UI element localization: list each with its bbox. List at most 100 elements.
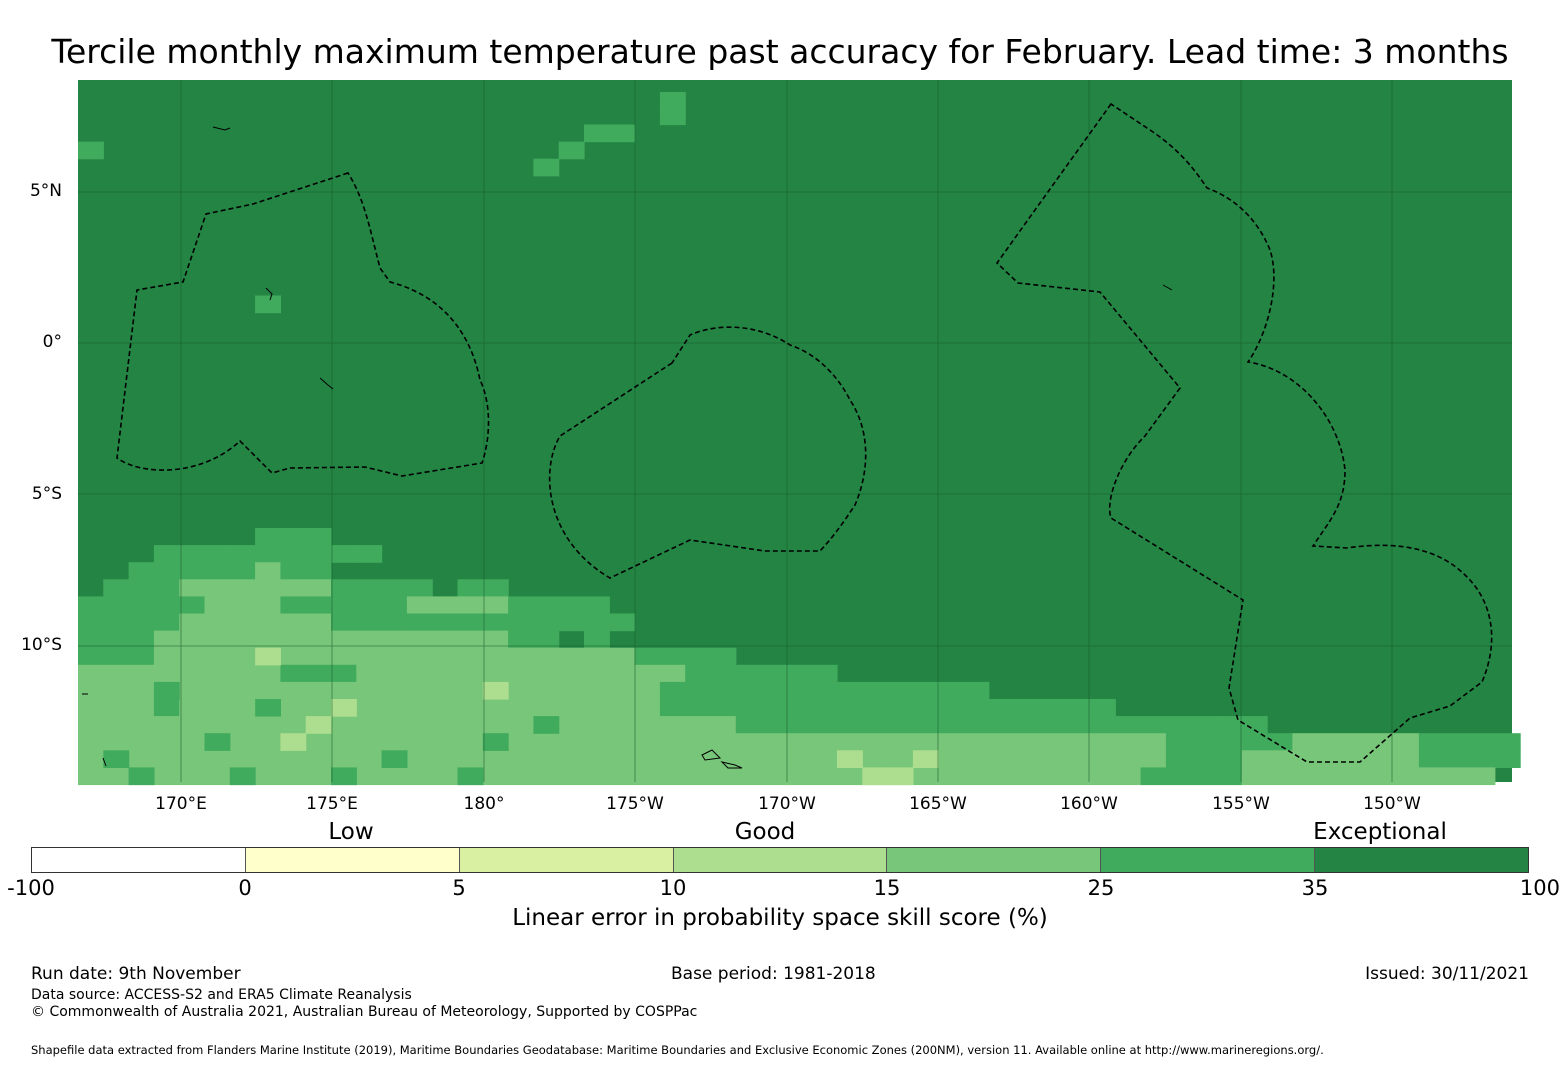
skill-cell xyxy=(78,716,737,734)
lon-label: 175°W xyxy=(606,794,664,814)
skill-cell xyxy=(912,716,1218,734)
colorbar-segment xyxy=(459,848,674,872)
legend-category-good: Good xyxy=(734,819,796,845)
skill-cell xyxy=(659,92,686,110)
lat-label: 0° xyxy=(42,332,62,352)
graticule xyxy=(78,80,1512,782)
skill-cell xyxy=(331,613,509,632)
skill-cell xyxy=(356,664,433,683)
skill-cell xyxy=(482,681,509,700)
skill-cell xyxy=(78,141,104,160)
skill-cell xyxy=(786,733,939,751)
skill-cell xyxy=(862,767,889,786)
skill-cell xyxy=(1292,733,1420,751)
skill-cell xyxy=(331,767,357,786)
skill-cell xyxy=(584,630,610,649)
skill-cell xyxy=(229,545,357,563)
colorbar-tick: 0 xyxy=(238,876,252,900)
colorbar-tick: 5 xyxy=(452,876,466,900)
skill-cell xyxy=(887,767,914,786)
skill-cell xyxy=(305,716,332,734)
skill-cell xyxy=(1241,750,1420,768)
skill-cell xyxy=(912,699,1116,717)
skill-cell xyxy=(786,767,1142,786)
colorbar-segment xyxy=(887,848,1102,872)
lon-label: 180° xyxy=(463,794,505,814)
skill-cell xyxy=(255,562,281,580)
skill-cell xyxy=(255,699,281,717)
skill-cell xyxy=(406,596,509,615)
skill-cell xyxy=(179,630,307,649)
lat-label: 5°N xyxy=(29,181,62,201)
skill-cell xyxy=(837,750,1091,768)
skill-cell xyxy=(634,681,661,700)
run-date: Run date: 9th November xyxy=(31,964,241,984)
skill-cell xyxy=(204,733,231,751)
skill-cell xyxy=(1418,750,1521,768)
colorbar-tick: 100 xyxy=(1519,876,1560,900)
skill-cell xyxy=(128,767,155,786)
lon-label: 170°W xyxy=(758,794,816,814)
colorbar-tick: -100 xyxy=(7,876,55,900)
skill-cell xyxy=(457,767,484,786)
skill-cell xyxy=(659,699,787,717)
skill-cell xyxy=(78,596,206,615)
skill-cell xyxy=(153,664,281,683)
skill-cell xyxy=(659,107,686,126)
skill-cell xyxy=(659,681,813,700)
skill-cell xyxy=(204,596,281,615)
skill-cell xyxy=(938,681,990,700)
lon-label: 165°W xyxy=(909,794,967,814)
skill-cell xyxy=(685,664,838,683)
skill-cell xyxy=(153,681,180,700)
skill-cell xyxy=(482,699,661,717)
skill-cell xyxy=(938,733,1167,751)
skill-cell xyxy=(1418,733,1521,751)
skill-cell xyxy=(78,613,180,632)
skill-cell xyxy=(634,647,737,666)
colorbar-segment xyxy=(673,848,888,872)
skill-cell xyxy=(153,630,180,649)
colorbar-label: Linear error in probability space skill … xyxy=(512,905,1048,931)
colorbar-tick: 15 xyxy=(873,876,901,900)
colorbar-tick: 10 xyxy=(659,876,687,900)
lon-label: 175°E xyxy=(306,794,358,814)
skill-cell xyxy=(508,630,560,649)
lon-label: 150°W xyxy=(1363,794,1421,814)
skill-cell xyxy=(255,528,307,546)
skill-cell xyxy=(482,647,636,666)
skill-cell xyxy=(153,545,231,563)
skill-cell xyxy=(735,716,914,734)
skill-cell xyxy=(179,613,332,632)
colorbar-segment xyxy=(245,848,460,872)
skill-cell xyxy=(78,630,155,649)
lon-label: 170°E xyxy=(155,794,207,814)
colorbar-tick: 35 xyxy=(1301,876,1329,900)
colorbar-segment xyxy=(1101,848,1316,872)
skill-cell xyxy=(1090,750,1167,768)
skill-cell xyxy=(508,613,636,632)
skill-cell xyxy=(331,579,433,597)
skill-cell xyxy=(837,750,863,768)
skill-cell xyxy=(229,767,256,786)
lat-label: 5°S xyxy=(31,484,62,504)
base-period: Base period: 1981-2018 xyxy=(671,964,876,984)
skill-cell xyxy=(533,158,560,177)
data-source: Data source: ACCESS-S2 and ERA5 Climate … xyxy=(31,987,412,1003)
skill-cell xyxy=(356,545,383,563)
skill-cell xyxy=(811,681,939,700)
colorbar xyxy=(31,847,1529,873)
skill-cell xyxy=(78,733,787,751)
eez-kiribati-gilbert xyxy=(116,172,490,477)
colorbar-segment xyxy=(32,848,246,872)
skill-cell xyxy=(103,750,130,768)
skill-cell xyxy=(1140,767,1243,786)
skill-cell xyxy=(78,767,787,786)
skill-cell xyxy=(78,664,155,683)
lon-label: 160°W xyxy=(1060,794,1118,814)
lon-label: 155°W xyxy=(1212,794,1270,814)
skill-cell xyxy=(305,630,408,649)
skill-cell xyxy=(305,528,332,546)
skill-cell xyxy=(634,664,686,683)
skill-cell xyxy=(482,733,509,751)
